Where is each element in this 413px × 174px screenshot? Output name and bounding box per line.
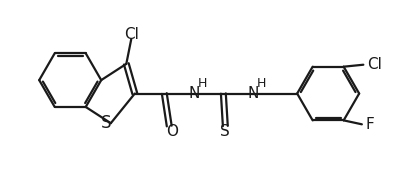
Text: H: H (256, 77, 266, 90)
Text: S: S (220, 124, 230, 139)
Text: S: S (100, 114, 111, 132)
Text: Cl: Cl (366, 57, 381, 72)
Text: O: O (166, 124, 178, 139)
Text: F: F (365, 117, 373, 132)
Text: N: N (247, 86, 258, 101)
Text: N: N (188, 86, 199, 101)
Text: Cl: Cl (123, 27, 138, 42)
Text: H: H (197, 77, 207, 90)
